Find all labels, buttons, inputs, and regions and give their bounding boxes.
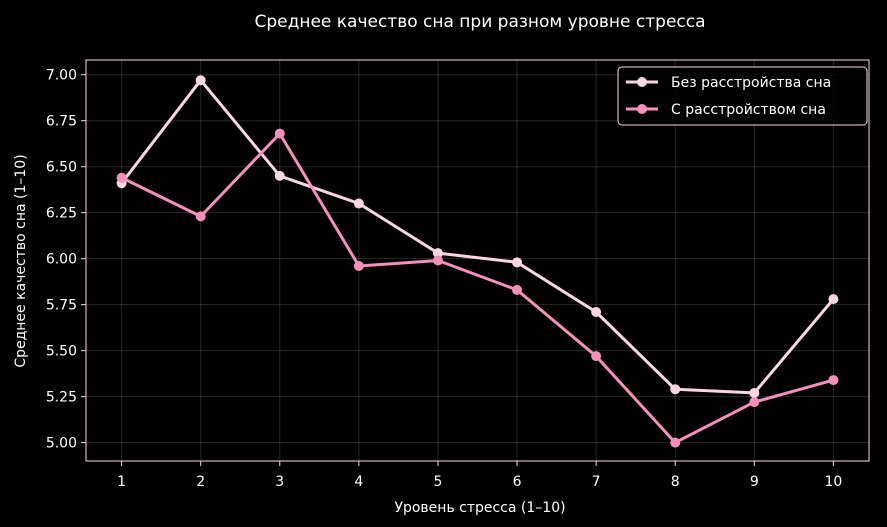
x-tick-label: 2	[196, 474, 205, 490]
series-line-1	[120, 132, 835, 445]
x-tick-label: 7	[592, 474, 601, 490]
series-0-point	[353, 198, 364, 209]
series-layer	[116, 75, 839, 448]
y-tick-label: 6.00	[46, 252, 77, 268]
x-tick-label: 10	[824, 474, 842, 490]
series-1-point	[195, 211, 206, 222]
y-axis: 5.00 5.25 5.50 5.75 6.00 6.25 6.50 6.75 7.00	[46, 68, 86, 452]
series-1-point	[749, 397, 760, 408]
y-tick-label: 5.75	[46, 298, 77, 314]
series-0-point	[432, 248, 443, 259]
x-tick-label: 9	[750, 474, 759, 490]
series-1-point	[591, 351, 602, 362]
series-0-point	[195, 75, 206, 86]
plot-frame	[85, 59, 870, 462]
series-0-point	[591, 307, 602, 318]
legend-box	[617, 66, 868, 126]
x-tick-label: 4	[354, 474, 363, 490]
series-0-point	[670, 384, 681, 395]
legend-label-with-disorder: С расстройством сна	[671, 102, 826, 118]
legend-label-without-disorder: Без расстройства сна	[671, 75, 831, 91]
y-tick-label: 6.75	[46, 114, 77, 130]
series-1-point	[116, 172, 127, 183]
x-tick-label: 8	[671, 474, 680, 490]
series-0-point	[749, 387, 760, 398]
y-tick-label: 6.25	[46, 206, 77, 222]
y-tick-label: 5.00	[46, 436, 77, 452]
series-0-point	[274, 170, 285, 181]
series-1-point	[670, 437, 681, 448]
series-1-point	[274, 128, 285, 139]
x-tick-label: 1	[117, 474, 126, 490]
series-1-point	[353, 261, 364, 272]
y-tick-label: 5.50	[46, 344, 77, 360]
legend: Без расстройства сна С расстройством сна	[617, 66, 868, 126]
chart-title: Среднее качество сна при разном уровне с…	[254, 12, 705, 32]
series-1-point	[432, 255, 443, 266]
x-tick-label: 3	[275, 474, 284, 490]
y-tick-label: 6.50	[46, 160, 77, 176]
x-axis-label: Уровень стресса (1–10)	[394, 500, 565, 516]
series-1-point	[512, 284, 523, 295]
legend-marker-without-disorder	[637, 77, 647, 87]
x-axis: 1 2 3 4 5 6 7 8 9 10	[117, 461, 842, 490]
series-0-point	[512, 257, 523, 268]
legend-marker-with-disorder	[637, 104, 647, 114]
series-1-point	[828, 375, 839, 386]
y-tick-label: 5.25	[46, 390, 77, 406]
series-0-point	[828, 294, 839, 305]
x-tick-label: 6	[513, 474, 522, 490]
x-tick-label: 5	[433, 474, 442, 490]
y-tick-label: 7.00	[46, 68, 77, 84]
series-line-0	[120, 78, 835, 395]
y-axis-label: Среднее качество сна (1–10)	[13, 154, 29, 367]
